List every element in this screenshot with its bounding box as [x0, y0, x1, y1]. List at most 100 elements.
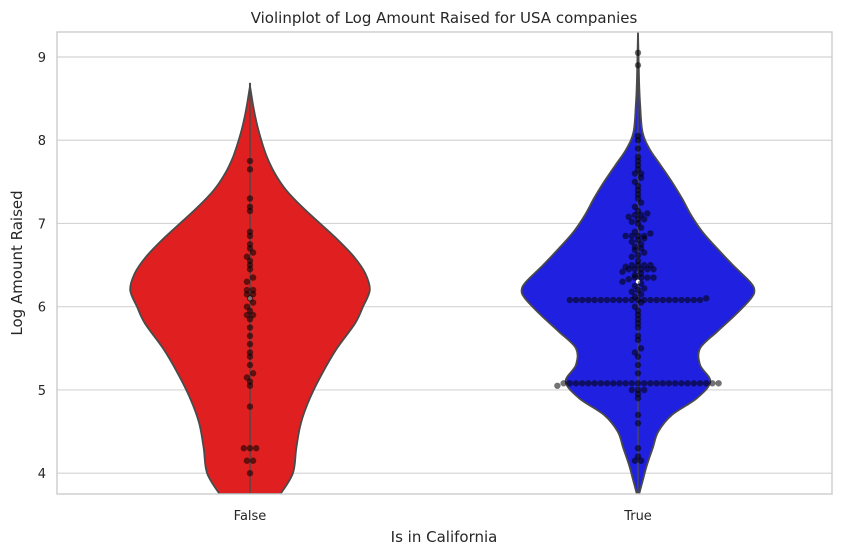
swarm-point [665, 380, 673, 387]
y-tick-labels: 4 5 6 7 8 9 [38, 51, 46, 482]
swarm-point [597, 380, 604, 387]
swarm-point [637, 291, 645, 298]
swarm-point [637, 299, 645, 306]
swarm-point [591, 296, 598, 304]
swarm-point [653, 380, 660, 387]
swarm-point [634, 49, 642, 57]
y-tick-label: 8 [38, 134, 46, 149]
y-tick-label: 6 [38, 301, 46, 316]
swarm-point [603, 296, 611, 304]
swarm-point [637, 280, 645, 287]
swarm-point [240, 445, 247, 452]
swarm-point [246, 207, 254, 215]
y-tick-label: 5 [38, 384, 46, 399]
swarm-point [628, 296, 635, 304]
swarm-point [678, 380, 685, 387]
swarm-point [637, 174, 645, 181]
x-tick-labels: False True [234, 509, 652, 524]
swarm-point [566, 380, 573, 387]
swarm-point [634, 380, 642, 387]
swarm-point [616, 296, 623, 304]
swarm-point [572, 380, 580, 387]
swarm-point [650, 266, 657, 273]
swarm-point [622, 380, 629, 387]
swarm-point [641, 235, 648, 242]
swarm-point [572, 296, 580, 304]
swarm-point [246, 403, 254, 410]
swarm-point [637, 199, 645, 206]
swarm-point [628, 218, 635, 225]
y-tick-label: 9 [38, 51, 46, 66]
swarm-point [641, 285, 648, 292]
swarm-point [628, 232, 635, 240]
swarm-point [249, 370, 257, 377]
swarm-point [610, 380, 617, 387]
swarm-point [644, 266, 651, 273]
swarm-point [253, 445, 260, 452]
swarm-point [684, 296, 691, 304]
swarm-point [628, 288, 635, 295]
swarm-point [634, 137, 642, 144]
swarm-point [634, 361, 642, 369]
swarm-point [690, 296, 697, 304]
y-tick-label: 4 [38, 467, 46, 482]
swarm-point [610, 296, 617, 304]
swarm-point [628, 238, 635, 245]
swarm-point [665, 296, 673, 304]
swarm-point [641, 216, 648, 223]
swarm-point [628, 380, 635, 387]
swarm-point [634, 145, 642, 152]
swarm-point [641, 386, 648, 394]
swarm-point [585, 296, 592, 304]
x-axis-label: Is in California [391, 528, 498, 546]
swarm-point [647, 380, 654, 387]
swarm-point [585, 380, 592, 387]
swarm-point [634, 411, 642, 419]
swarm-point [628, 253, 635, 260]
swarm-point [634, 251, 642, 259]
swarm-point [591, 380, 598, 387]
swarm-point [560, 380, 567, 387]
swarm-point [246, 353, 254, 360]
swarm-point [619, 278, 626, 285]
swarm-point [634, 353, 642, 360]
swarm-point [579, 296, 586, 304]
swarm-points [240, 49, 722, 477]
swarm-point [622, 296, 629, 304]
swarm-point [634, 336, 642, 344]
swarm-point [246, 332, 254, 340]
swarm-point [579, 380, 586, 387]
swarm-point [246, 340, 254, 348]
swarm-point [644, 210, 651, 217]
swarm-point [659, 380, 666, 387]
swarm-point [566, 296, 573, 304]
swarm-point [637, 224, 645, 231]
swarm-point [659, 296, 666, 304]
swarm-point [634, 445, 642, 452]
swarm-point [597, 296, 604, 304]
swarm-point [634, 62, 642, 69]
swarm-point [246, 469, 254, 477]
swarm-point [603, 380, 611, 387]
swarm-point [616, 380, 623, 387]
swarm-point [625, 266, 632, 273]
swarm-point [703, 380, 710, 387]
swarm-point [246, 195, 254, 202]
violins [129, 32, 756, 494]
swarm-point [653, 296, 660, 304]
swarm-point [243, 278, 251, 285]
swarm-point [715, 380, 722, 387]
swarm-point [703, 295, 710, 302]
swarm-point [619, 268, 626, 275]
swarm-point [243, 457, 251, 464]
x-tick-label-false: False [234, 509, 267, 524]
swarm-point [631, 274, 639, 281]
swarm-point [249, 274, 257, 281]
swarm-point [634, 395, 642, 402]
swarm-point [696, 296, 704, 304]
swarm-point [678, 296, 685, 304]
swarm-point [641, 249, 648, 256]
swarm-point [631, 266, 639, 273]
swarm-point [249, 457, 257, 464]
swarm-point [634, 324, 642, 331]
